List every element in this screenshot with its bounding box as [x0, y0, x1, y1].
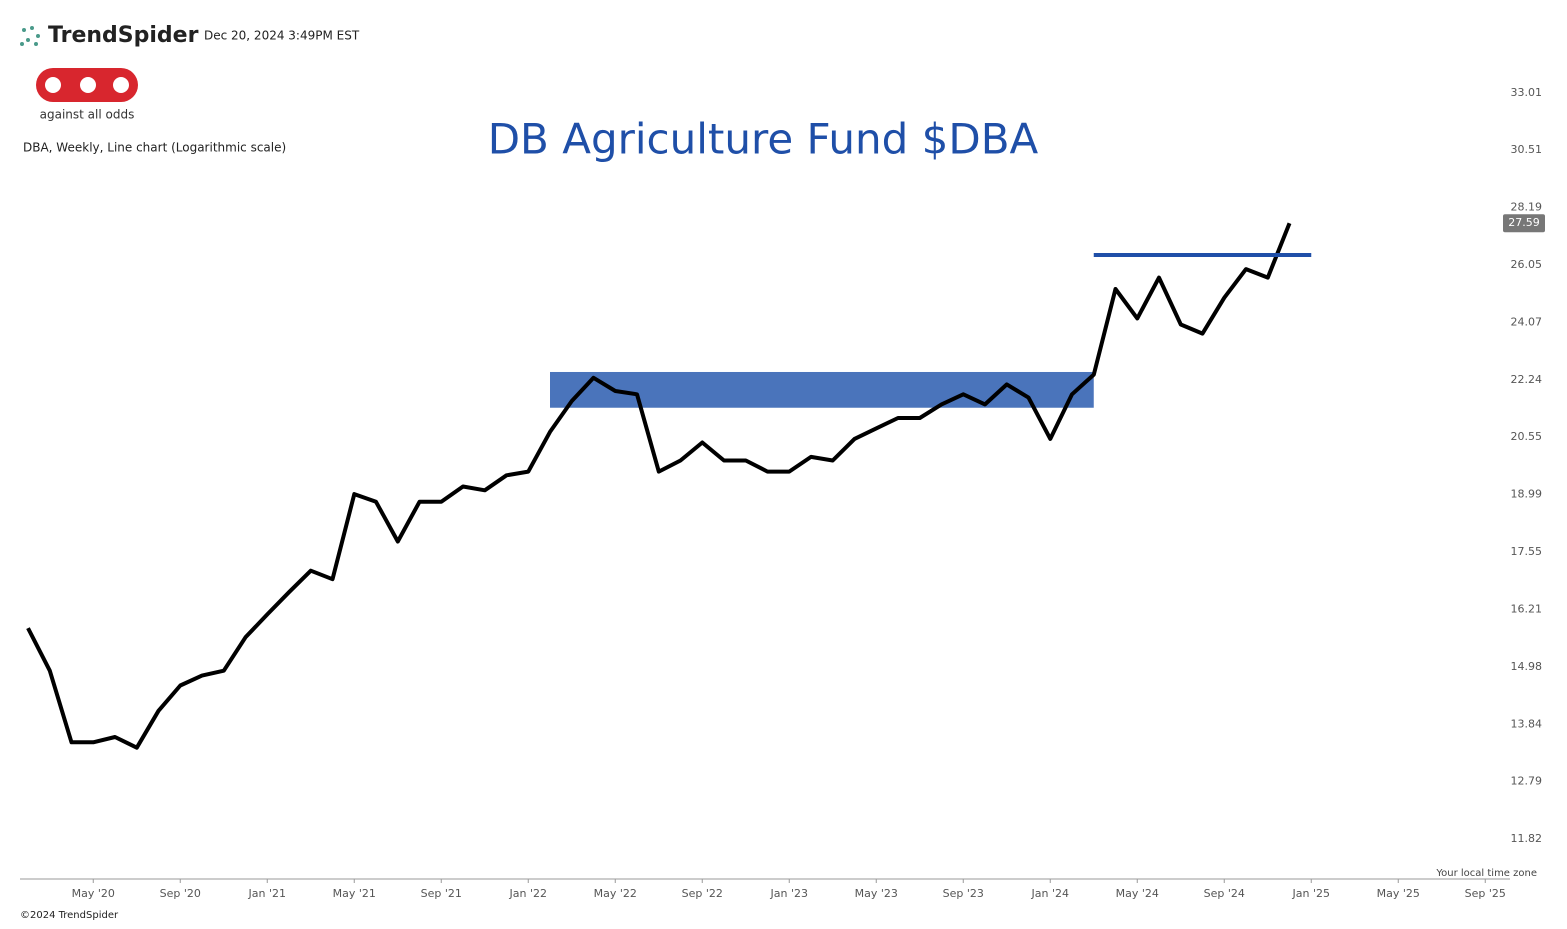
x-tick-label: Jan '22 [509, 887, 547, 900]
timestamp: Dec 20, 2024 3:49PM EST [204, 29, 360, 43]
y-tick-label: 24.07 [1511, 315, 1543, 328]
logo [36, 68, 138, 102]
x-tick-label: Jan '25 [1292, 887, 1330, 900]
y-tick-label: 16.21 [1511, 602, 1543, 615]
y-tick-label: 22.24 [1511, 373, 1543, 386]
x-tick-label: Jan '24 [1031, 887, 1069, 900]
y-tick-label: 12.79 [1511, 775, 1543, 788]
x-tick-label: Sep '21 [421, 887, 462, 900]
logo-caption: against all odds [40, 108, 135, 122]
price-line [26, 222, 1292, 750]
brand: TrendSpider [48, 23, 199, 48]
x-tick-label: Sep '24 [1204, 887, 1245, 900]
y-tick-label: 14.98 [1511, 660, 1543, 673]
y-tick-label: 33.01 [1511, 86, 1543, 99]
chart-info: DBA, Weekly, Line chart (Logarithmic sca… [23, 141, 286, 155]
x-tick-label: Jan '21 [248, 887, 286, 900]
timezone-note: Your local time zone [1435, 868, 1537, 879]
y-tick-label: 26.05 [1511, 258, 1543, 271]
price-badge [1503, 214, 1545, 233]
copyright: ©2024 TrendSpider [20, 910, 119, 921]
x-tick-label: May '21 [333, 887, 376, 900]
x-tick-label: Sep '20 [160, 887, 201, 900]
x-tick-label: May '24 [1116, 887, 1159, 900]
y-tick-label: 20.55 [1511, 430, 1543, 443]
x-tick-label: Sep '22 [682, 887, 723, 900]
y-tick-label: 13.84 [1511, 717, 1543, 730]
y-tick-label: 11.82 [1511, 832, 1543, 845]
x-tick-label: May '22 [594, 887, 637, 900]
x-tick-label: Sep '23 [943, 887, 984, 900]
y-tick-label: 30.51 [1511, 143, 1543, 156]
x-tick-label: May '25 [1377, 887, 1420, 900]
brand-icon [20, 26, 40, 46]
y-tick-label: 17.55 [1511, 545, 1543, 558]
x-tick-label: May '23 [855, 887, 898, 900]
x-tick-label: Sep '25 [1465, 887, 1506, 900]
y-tick-label: 18.99 [1511, 488, 1543, 501]
x-tick-label: May '20 [72, 887, 115, 900]
chart-title: DB Agriculture Fund $DBA [488, 115, 1039, 164]
y-tick-label: 28.19 [1511, 201, 1543, 214]
price-badge-label: 27.59 [1508, 216, 1540, 229]
x-tick-label: Jan '23 [770, 887, 808, 900]
